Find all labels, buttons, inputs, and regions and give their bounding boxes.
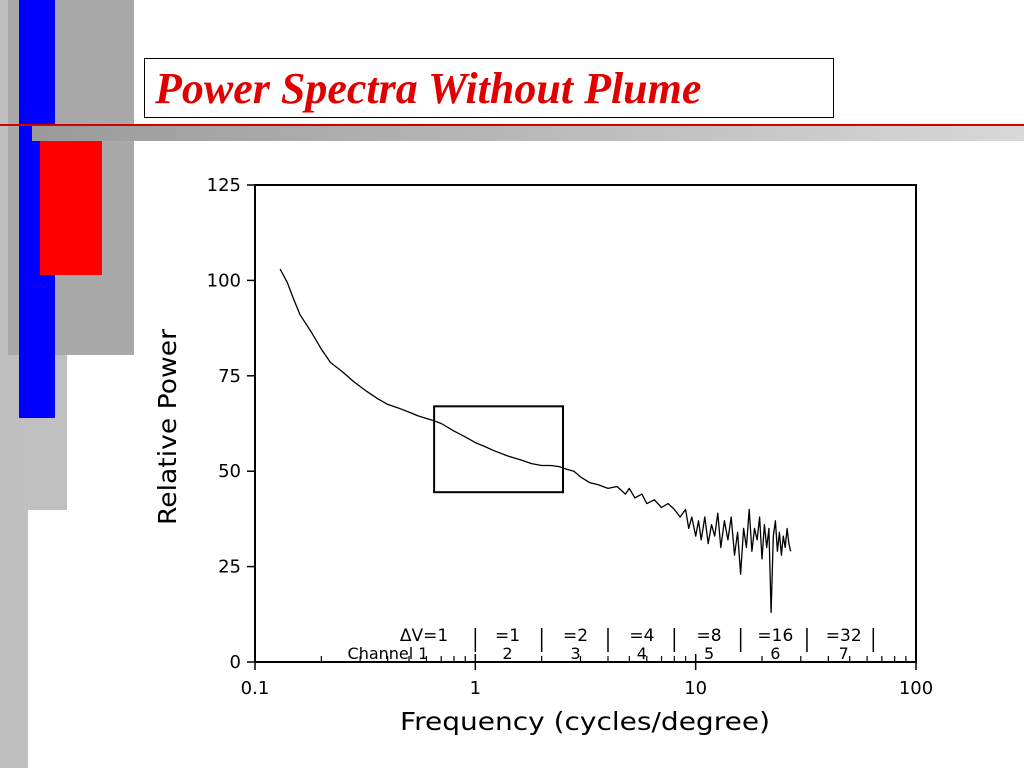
- highlight-box: [433, 405, 565, 494]
- y-tick-label: 75: [218, 366, 241, 387]
- y-tick-label: 100: [207, 270, 241, 291]
- x-tick-label: 1: [470, 678, 481, 699]
- delta-v-label: ΔV=1: [400, 626, 448, 646]
- x-tick-label: 100: [899, 678, 933, 699]
- band-channel-label: 3: [570, 644, 580, 663]
- band-channel-label: 4: [637, 644, 647, 663]
- band-dv-label: =8: [697, 626, 722, 646]
- y-tick-label: 0: [230, 652, 241, 673]
- spectrum-series-line: [279, 268, 792, 614]
- y-tick-label: 125: [207, 175, 241, 196]
- band-dv-label: =32: [826, 626, 862, 646]
- y-tick-label: 50: [218, 461, 241, 482]
- deco-red-block: [40, 140, 102, 275]
- band-channel-label: 6: [770, 644, 780, 663]
- title-box: Power Spectra Without Plume: [144, 58, 834, 118]
- x-tick-label: 10: [684, 678, 707, 699]
- y-tick-label: 25: [218, 557, 241, 578]
- band-channel-label: 2: [502, 644, 512, 663]
- band-channel-label: 1: [418, 644, 428, 663]
- x-axis-label: Frequency (cycles/degree): [400, 707, 770, 736]
- band-dv-label: =1: [495, 626, 520, 646]
- plot-frame: [254, 184, 917, 663]
- band-channel-label: 5: [704, 644, 714, 663]
- band-channel-label: 7: [839, 644, 849, 663]
- band-dv-label: =4: [629, 626, 654, 646]
- band-dv-label: =16: [757, 626, 793, 646]
- deco-gray-band: [32, 125, 1024, 141]
- y-axis-label: Relative Power: [153, 328, 182, 525]
- x-tick-label: 0.1: [241, 678, 270, 699]
- slide-title: Power Spectra Without Plume: [155, 63, 702, 113]
- deco-red-line: [0, 124, 1024, 126]
- band-dv-label: =2: [563, 626, 588, 646]
- channel-label: Channel: [348, 644, 414, 663]
